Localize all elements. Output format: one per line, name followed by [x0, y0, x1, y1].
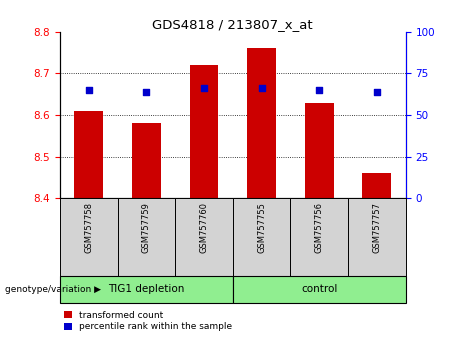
Point: [315, 87, 323, 93]
Bar: [233, 276, 406, 303]
Point: [373, 89, 381, 95]
Point: [85, 87, 92, 93]
Title: GDS4818 / 213807_x_at: GDS4818 / 213807_x_at: [153, 18, 313, 31]
Text: GSM757757: GSM757757: [372, 202, 381, 253]
Text: GSM757760: GSM757760: [200, 202, 208, 253]
Text: TIG1 depletion: TIG1 depletion: [108, 284, 184, 295]
Point: [200, 86, 207, 91]
Bar: [305, 103, 334, 198]
Bar: [362, 173, 391, 198]
Bar: [348, 198, 406, 276]
Bar: [175, 198, 233, 276]
Text: GSM757755: GSM757755: [257, 202, 266, 253]
Text: control: control: [301, 284, 337, 295]
Text: GSM757758: GSM757758: [84, 202, 93, 253]
Legend: transformed count, percentile rank within the sample: transformed count, percentile rank withi…: [65, 311, 232, 331]
Bar: [60, 198, 118, 276]
Bar: [247, 48, 276, 198]
Bar: [118, 198, 175, 276]
Bar: [60, 276, 233, 303]
Text: GSM757756: GSM757756: [315, 202, 324, 253]
Bar: [189, 65, 219, 198]
Point: [142, 89, 150, 95]
Bar: [233, 198, 290, 276]
Text: genotype/variation ▶: genotype/variation ▶: [5, 285, 100, 294]
Text: GSM757759: GSM757759: [142, 202, 151, 253]
Bar: [132, 123, 161, 198]
Bar: [290, 198, 348, 276]
Bar: [74, 111, 103, 198]
Point: [258, 86, 266, 91]
